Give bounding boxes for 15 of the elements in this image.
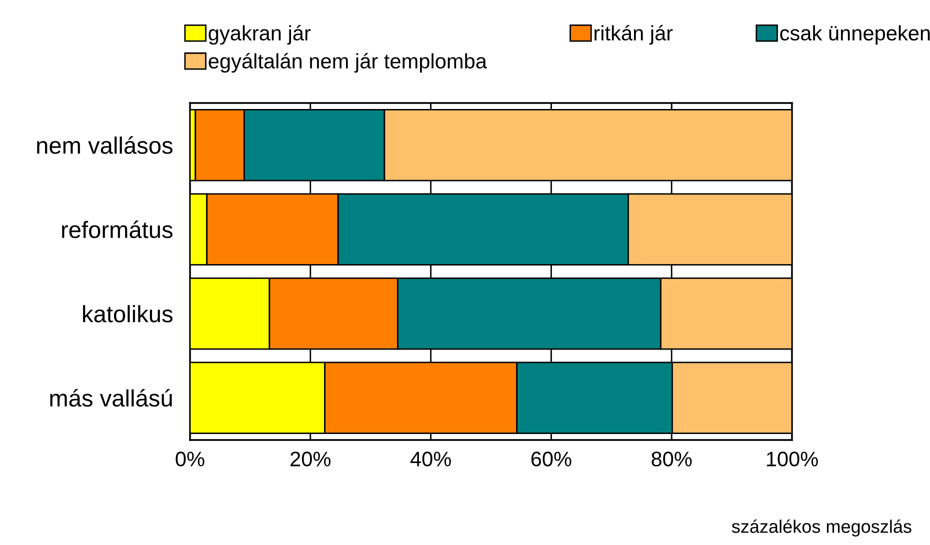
y-tick-label: más vallású bbox=[50, 389, 172, 407]
x-tick-label: 60% bbox=[531, 452, 572, 466]
legend-label: gyakran jár bbox=[208, 25, 311, 45]
x-tick-label: 0% bbox=[176, 452, 204, 466]
x-tick-label: 20% bbox=[290, 452, 331, 466]
y-tick-label: katolikus bbox=[83, 305, 172, 322]
x-tick-label: 100% bbox=[766, 452, 818, 466]
text: százalékos megoszlás bbox=[732, 519, 912, 537]
y-tick-label: nem vallásos bbox=[37, 136, 172, 154]
x-tick-label: 80% bbox=[652, 452, 692, 466]
x-tick-label: 40% bbox=[410, 452, 451, 466]
legend-label: csak ünnepeken bbox=[780, 25, 930, 45]
y-tick-label: református bbox=[62, 220, 172, 238]
legend-label: egyáltalán nem jár templomba bbox=[208, 53, 487, 73]
legend-label: ritkán jár bbox=[594, 25, 673, 45]
